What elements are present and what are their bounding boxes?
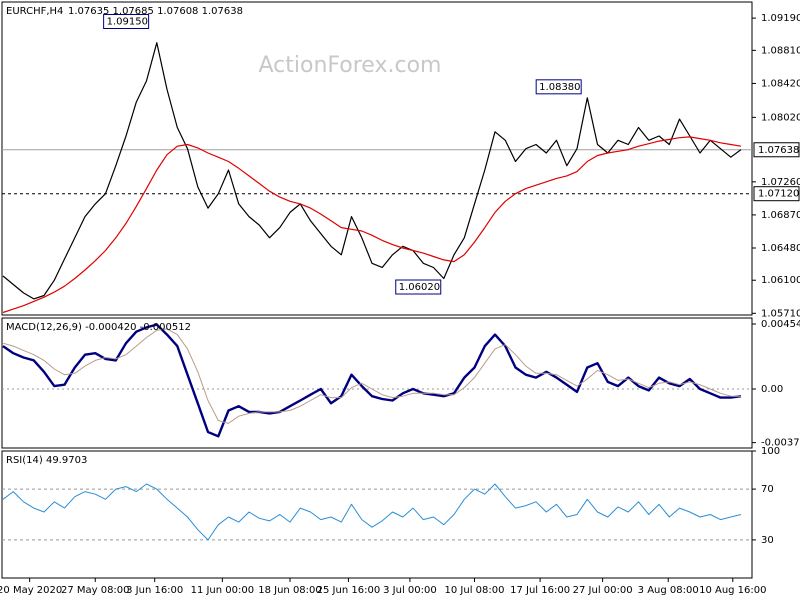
x-tick-label: 3 Jun 16:00	[126, 585, 183, 596]
panel-frame	[1, 317, 753, 449]
y-tick-label: 1.06480	[761, 243, 800, 254]
panel-subtitle: 1.07635 1.07685 1.07608 1.07638	[68, 6, 243, 17]
price-level-label: 1.07638	[758, 145, 799, 156]
x-tick-label: 10 Aug 16:00	[699, 585, 766, 596]
x-tick-label: 3 Aug 08:00	[638, 585, 699, 596]
price-level-box	[753, 186, 800, 202]
x-tick-label: 25 Jun 16:00	[317, 585, 381, 596]
panel-frame	[1, 450, 753, 579]
x-tick-label: 20 May 2020	[0, 585, 62, 596]
y-tick-label: 0.00454	[761, 319, 800, 330]
y-tick-label: 70	[761, 484, 774, 495]
y-tick-label: 1.06100	[761, 275, 800, 286]
annotation-box	[395, 279, 442, 295]
y-tick-label: 1.07260	[761, 177, 800, 188]
x-tick-label: 11 Jun 00:00	[191, 585, 255, 596]
y-tick-label: 1.08810	[761, 45, 800, 56]
series-line	[2, 323, 742, 438]
price-level-label: 1.07120	[758, 189, 799, 200]
y-tick-label: 0.00	[761, 384, 783, 395]
annotation-label: 1.08380	[539, 82, 580, 93]
annotation-label: 1.06020	[399, 282, 440, 293]
y-tick-label: 1.06870	[761, 210, 800, 221]
panel-frame	[1, 1, 753, 316]
annotation-box	[535, 79, 582, 95]
y-tick-label: 1.09190	[761, 13, 800, 24]
panel-title: RSI(14) 49.9703	[6, 455, 87, 466]
annotation-label: 1.09150	[107, 17, 148, 28]
series-line	[2, 136, 742, 314]
series-line	[2, 483, 742, 541]
y-tick-label: 100	[761, 446, 780, 457]
panel-title: MACD(12,26,9) -0.000420 -0.000512	[6, 322, 191, 333]
x-tick-label: 27 Jul 00:00	[573, 585, 633, 596]
x-tick-label: 17 Jul 16:00	[510, 585, 570, 596]
panel-title: EURCHF,H4	[6, 6, 63, 17]
y-tick-label: 1.08020	[761, 112, 800, 123]
x-tick-label: 10 Jul 08:00	[445, 585, 505, 596]
y-tick-label: 1.05710	[761, 308, 800, 319]
x-tick-label: 3 Jul 00:00	[383, 585, 437, 596]
y-tick-label: 30	[761, 535, 774, 546]
y-tick-label: -0.003745	[761, 438, 800, 449]
series-line	[2, 328, 741, 424]
x-tick-label: 27 May 08:00	[61, 585, 130, 596]
series-line	[2, 42, 742, 300]
y-tick-label: 1.08420	[761, 78, 800, 89]
annotation-box	[103, 14, 150, 30]
watermark: ActionForex.com	[259, 53, 442, 78]
x-tick-label: 18 Jun 08:00	[258, 585, 322, 596]
price-level-box	[753, 142, 800, 158]
